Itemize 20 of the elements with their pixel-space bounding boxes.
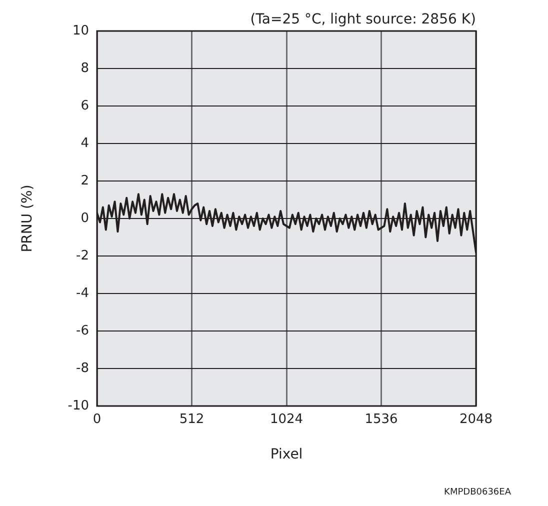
y-tick-label: -6: [76, 323, 89, 338]
y-tick-label: -8: [76, 360, 89, 376]
x-tick-label: 2048: [459, 412, 493, 428]
x-tick-label: 512: [179, 412, 204, 428]
x-axis-title: Pixel: [270, 446, 303, 463]
x-tick-label: 1536: [364, 412, 398, 428]
y-tick-label: 0: [80, 210, 89, 226]
text: KMPDB0636EA: [444, 487, 512, 498]
y-tick-label: -2: [76, 248, 89, 264]
y-axis-title: PRNU (%): [20, 184, 36, 252]
y-tick-label: -10: [68, 398, 89, 414]
y-tick-label: -4: [76, 286, 89, 301]
y-tick-label: 8: [80, 60, 89, 76]
chart-title: (Ta=25 °C, light source: 2856 K): [250, 12, 476, 28]
y-tick-label: 2: [80, 173, 89, 188]
y-tick-label: 10: [72, 23, 89, 38]
x-tick-label: 0: [92, 412, 102, 428]
x-tick-label: 1024: [270, 412, 304, 428]
y-tick-label: 6: [80, 98, 89, 114]
y-tick-label: 4: [80, 136, 89, 151]
